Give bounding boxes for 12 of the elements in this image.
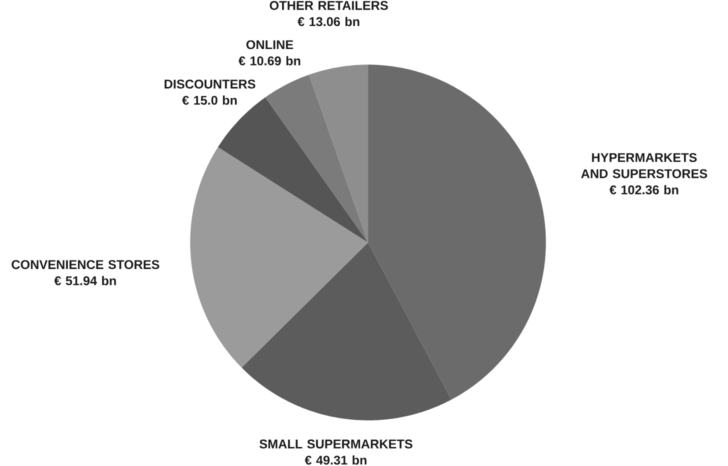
slice-label: HYPERMARKETS AND SUPERSTORES	[581, 153, 708, 178]
slice-label: DISCOUNTERS	[164, 80, 256, 89]
data-label: € 49.31 bn	[304, 456, 366, 465]
slice-label: SMALL SUPERMARKETS	[260, 440, 412, 449]
slice-label: CONVENIENCE STORES	[12, 260, 160, 270]
data-label: € 15.0 bn	[182, 96, 237, 105]
data-label: € 51.94 bn	[54, 276, 116, 286]
data-label: € 10.69 bn	[238, 56, 300, 66]
data-label: € 102.36 bn	[610, 185, 678, 195]
data-label: € 13.06 bn	[298, 16, 360, 26]
slice-label: ONLINE	[246, 40, 294, 50]
slice-label: OTHER RETAILERS	[270, 1, 388, 10]
